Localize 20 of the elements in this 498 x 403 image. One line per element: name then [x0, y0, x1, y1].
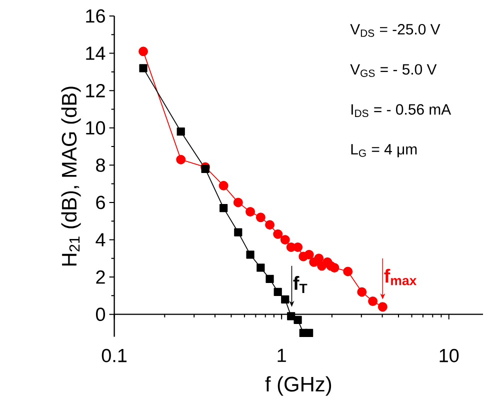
- y-tick-label: 4: [96, 233, 106, 246]
- y-tick-label: 6: [96, 196, 105, 210]
- y-tick-label: 14: [86, 46, 106, 60]
- y-tick-label: 2: [96, 270, 105, 284]
- annotation: L$_{G}$ = 4 μm: [351, 144, 417, 158]
- y-tick-label: 12: [86, 84, 105, 98]
- x-tick-label: 0.1: [102, 348, 127, 362]
- x-tick-label: 10: [440, 348, 459, 362]
- annotation: f$_{T}$: [293, 276, 308, 293]
- annotation: V$_{DS}$ = -25.0 V: [350, 24, 440, 37]
- annotation: V$_{GS}$ = - 5.0 V: [350, 64, 437, 77]
- y-tick-label: 0: [96, 308, 106, 322]
- y-tick-label: 8: [96, 158, 105, 172]
- annotation: I$_{DS}$ = - 0.56 mA: [351, 104, 452, 118]
- y-axis-title: H$_{21}$ (dB), MAG (dB): [61, 86, 81, 266]
- x-tick-label: 1: [278, 348, 286, 362]
- annotation: f$_{max}$: [384, 268, 417, 286]
- x-axis-title: f (GHz): [265, 376, 332, 396]
- y-tick-label: 10: [86, 121, 106, 135]
- y-tick-label: 16: [86, 9, 105, 23]
